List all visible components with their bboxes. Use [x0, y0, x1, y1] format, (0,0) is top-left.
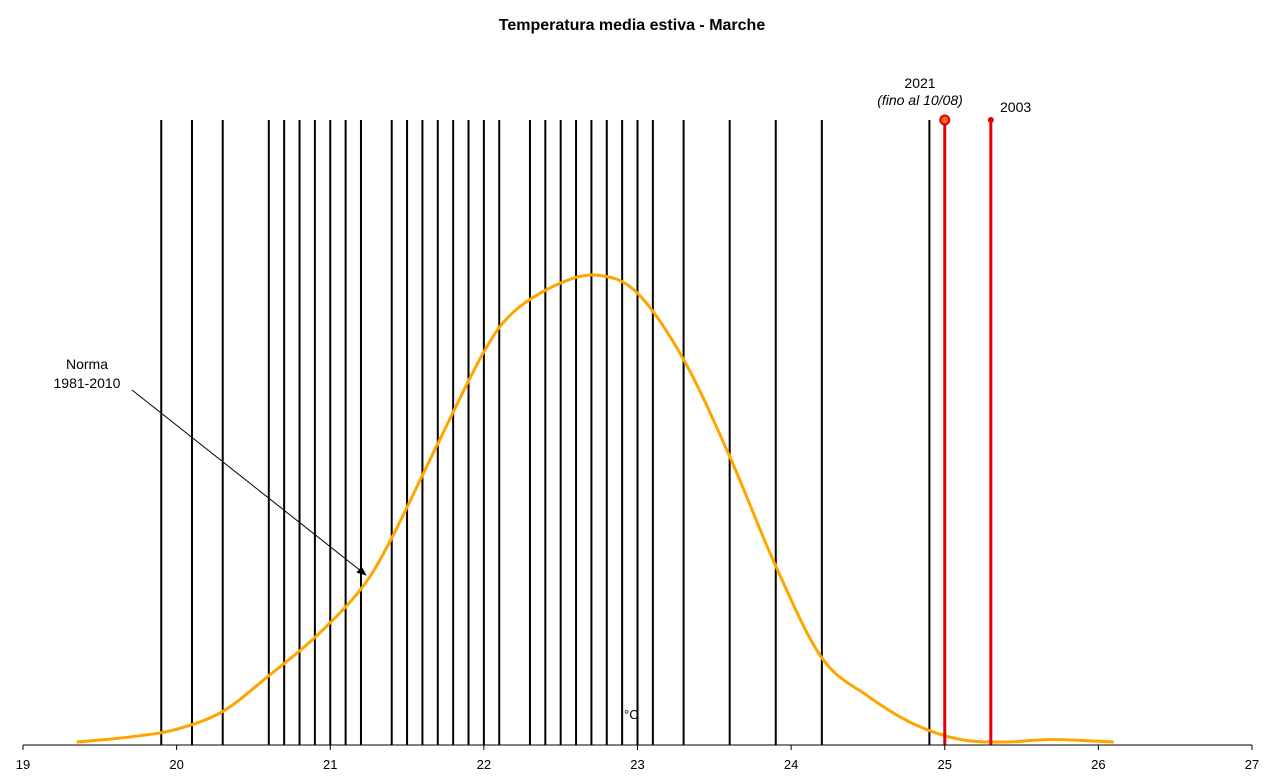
highlight-marker-2021 [939, 114, 951, 126]
label-year-2003: 2003 [1000, 99, 1031, 115]
annotation-normal-line2: 1981-2010 [54, 375, 121, 391]
annotation-arrow [131, 389, 367, 576]
annotation-normal-line1: Norma [66, 356, 108, 372]
x-tick-label-24: 24 [784, 757, 798, 772]
highlight-marker-2003 [987, 117, 994, 123]
x-ticks: 19 20 21 22 23 24 25 26 27 [16, 745, 1259, 772]
x-tick-label-20: 20 [169, 757, 183, 772]
x-tick-label-19: 19 [16, 757, 30, 772]
x-tick-label-21: 21 [323, 757, 337, 772]
label-note-2021: (fino al 10/08) [877, 92, 963, 108]
x-tick-label-25: 25 [938, 757, 952, 772]
year-lines [160, 120, 931, 745]
chart-title: Temperatura media estiva - Marche [498, 17, 766, 34]
x-tick-label-23: 23 [630, 757, 644, 772]
label-year-2021: 2021 [904, 75, 935, 91]
x-axis-label: °C [624, 707, 639, 722]
normal-curve-line [76, 273, 1114, 744]
x-tick-label-26: 26 [1091, 757, 1105, 772]
x-tick-label-22: 22 [477, 757, 491, 772]
highlight-lines [939, 114, 994, 745]
x-tick-label-27: 27 [1245, 757, 1259, 772]
